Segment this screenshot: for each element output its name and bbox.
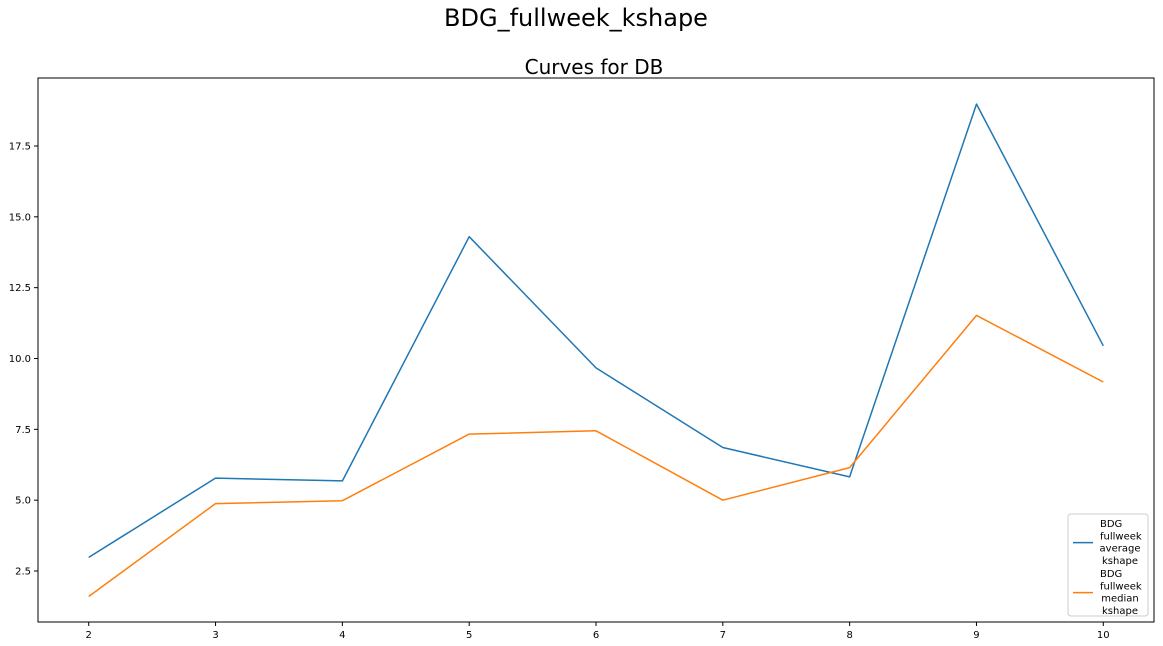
axes-frame — [37, 77, 1155, 623]
plot-area: 2 3 4 5 6 7 8 9 10 2.5 5.0 7.5 10.0 12.5 15.0 17.5 — [9, 103, 1110, 641]
x-tick-label: 10 — [1097, 630, 1110, 641]
data-point — [88, 557, 90, 559]
data-point — [468, 433, 470, 435]
y-tick-label: 10.0 — [9, 354, 31, 365]
data-point — [849, 467, 851, 469]
figure-suptitle: BDG_fullweek_kshape — [444, 4, 708, 32]
data-point — [722, 499, 724, 501]
data-point — [1102, 345, 1104, 347]
data-point — [976, 315, 978, 317]
x-tick-label: 5 — [466, 630, 472, 641]
y-tick-label: 2.5 — [15, 567, 31, 578]
data-point — [1102, 381, 1104, 383]
x-tick-label: 2 — [86, 630, 92, 641]
data-point — [595, 430, 597, 432]
y-tick-label: 17.5 — [9, 142, 31, 153]
data-point — [468, 236, 470, 238]
data-point — [595, 367, 597, 369]
legend-label-1: BDG fullweek median kshape — [1100, 569, 1142, 617]
x-tick-label: 3 — [212, 630, 218, 641]
y-tick-label: 12.5 — [9, 283, 31, 294]
x-tick-label: 7 — [720, 630, 726, 641]
x-tick-label: 9 — [973, 630, 979, 641]
y-tick-label: 5.0 — [15, 496, 31, 507]
x-tick-label: 6 — [593, 630, 599, 641]
y-tick-label: 15.0 — [9, 212, 31, 223]
data-point — [215, 477, 217, 479]
legend-label-0: BDG fullweek average kshape — [1100, 519, 1142, 567]
data-point — [342, 500, 344, 502]
data-point — [342, 480, 344, 482]
y-tick-label: 7.5 — [15, 425, 31, 436]
x-tick-label: 4 — [339, 630, 345, 641]
data-point — [849, 476, 851, 478]
series-line-1 — [88, 314, 1104, 598]
data-point — [722, 447, 724, 449]
series-line-0 — [88, 103, 1104, 559]
data-point — [88, 596, 90, 598]
chart-title: Curves for DB — [525, 55, 664, 79]
x-tick-label: 8 — [846, 630, 852, 641]
legend-box — [1067, 513, 1149, 617]
data-point — [976, 103, 978, 105]
data-point — [215, 503, 217, 505]
